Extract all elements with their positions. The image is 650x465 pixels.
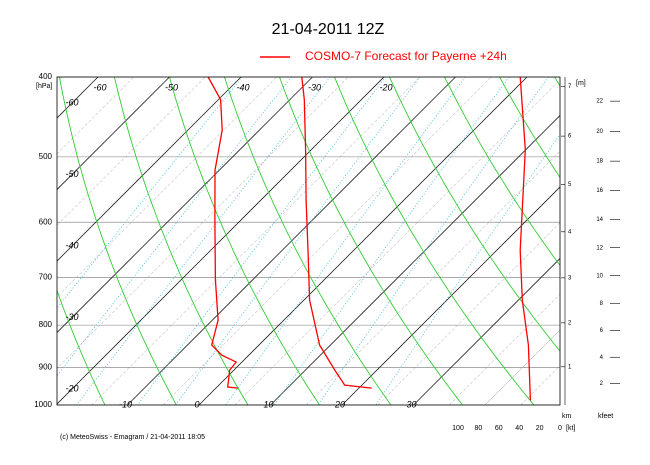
height-tick-label: 5 [568, 182, 572, 188]
isotherm-label: -30 [65, 312, 78, 322]
wind-tick-label: 20 [536, 425, 544, 432]
kfeet-tick-label: 4 [600, 355, 604, 361]
isotherm-label: -60 [93, 82, 106, 92]
y-tick-label: 700 [39, 272, 53, 281]
isotherm-label: 20 [334, 399, 345, 409]
isotherm-label: -30 [308, 82, 321, 92]
wind-line [520, 77, 530, 400]
footer: (c) MeteoSwiss - Emagram / 21-04-2011 18… [60, 434, 205, 441]
dewpoint-line [208, 77, 238, 388]
isotherm-label: -60 [65, 97, 78, 107]
y-tick-label: 600 [39, 217, 53, 226]
kfeet-label: kfeet [598, 413, 613, 420]
height-tick-label: 1 [568, 364, 572, 370]
mixing-ratio [226, 77, 466, 405]
height-label: [m] [576, 80, 586, 87]
isotherm-minor [0, 77, 205, 405]
chart-title: 21-04-2011 12Z [272, 21, 385, 38]
kfeet-tick-label: 2 [600, 381, 604, 387]
isotherm-minor [485, 77, 650, 405]
mixing-ratio [376, 77, 600, 405]
height-tick-label: 4 [568, 229, 572, 235]
wind-axis-label: [kt] [566, 425, 575, 432]
isotherm-minor [521, 77, 650, 405]
isotherm-label: -50 [65, 169, 78, 179]
dry-adiabat [610, 77, 650, 405]
isotherm [271, 77, 599, 405]
y-tick-label: 500 [39, 152, 53, 161]
isotherm-label: -10 [119, 399, 132, 409]
height-tick-label: 6 [568, 134, 572, 140]
isotherm [414, 77, 650, 405]
kfeet-tick-label: 10 [596, 273, 603, 279]
y-tick-label: 400 [39, 72, 53, 81]
isotherm-minor [0, 77, 27, 405]
height-tick-label: 2 [568, 320, 572, 326]
mixing-ratio [318, 77, 548, 405]
height-unit: km [562, 413, 572, 420]
isotherm-label: -50 [165, 82, 178, 92]
isotherm [0, 77, 313, 405]
isotherm-label: 30 [406, 399, 416, 409]
height-tick-label: 7 [568, 84, 572, 90]
isotherm [342, 77, 650, 405]
kfeet-tick-label: 18 [596, 159, 603, 165]
temperature-line [302, 77, 372, 388]
isotherm-minor [0, 77, 98, 405]
mixing-ratio [176, 77, 420, 405]
isotherm [0, 77, 98, 405]
isotherm-minor [378, 77, 650, 405]
mixing-ratio [138, 77, 386, 405]
isotherm-minor [0, 77, 313, 405]
wind-tick-label: 40 [515, 425, 523, 432]
wind-tick-label: 80 [475, 425, 483, 432]
isotherm [199, 77, 527, 405]
y-axis-label: [hPa] [36, 83, 52, 90]
kfeet-tick-label: 20 [596, 129, 603, 135]
isotherm-minor [92, 77, 420, 405]
isotherm-minor [0, 77, 170, 405]
isotherm-label: 10 [263, 399, 273, 409]
wind-tick-label: 100 [452, 425, 464, 432]
wind-tick-label: 60 [495, 425, 503, 432]
foreground: 4005006007008009001000-60-60-50-50-40-40… [34, 72, 620, 432]
y-tick-label: 1000 [34, 400, 52, 409]
dry-adiabat [0, 77, 34, 405]
dry-adiabat [4, 77, 105, 405]
dry-adiabat [114, 77, 248, 405]
dry-adiabat [445, 77, 650, 405]
kfeet-tick-label: 16 [596, 188, 603, 194]
isotherm-minor [0, 77, 62, 405]
y-tick-label: 900 [39, 362, 53, 371]
plot-frame [57, 77, 560, 405]
kfeet-tick-label: 6 [600, 328, 604, 334]
mixing-ratio [0, 77, 242, 405]
isotherm-label: -20 [379, 82, 392, 92]
isotherm-minor [342, 77, 650, 405]
dry-adiabat [390, 77, 606, 405]
kfeet-tick-label: 14 [596, 217, 603, 223]
isotherm-label: 0 [194, 399, 199, 409]
isotherm-minor [0, 77, 277, 405]
height-tick-label: 3 [568, 275, 572, 281]
legend-label: COSMO-7 Forecast for Payerne +24h [305, 49, 507, 63]
dry-adiabat [500, 77, 650, 405]
y-tick-label: 800 [39, 320, 53, 329]
grid [0, 77, 650, 405]
isotherm-label: -40 [236, 82, 249, 92]
isotherm-minor [163, 77, 491, 405]
wind-tick-label: 0 [558, 425, 562, 432]
kfeet-tick-label: 22 [596, 99, 603, 105]
isotherm-label: -20 [65, 383, 78, 393]
isotherm-minor [414, 77, 650, 405]
isotherm [0, 77, 170, 405]
kfeet-tick-label: 12 [596, 245, 603, 251]
kfeet-tick-label: 8 [600, 301, 604, 307]
isotherm-label: -40 [65, 240, 78, 250]
